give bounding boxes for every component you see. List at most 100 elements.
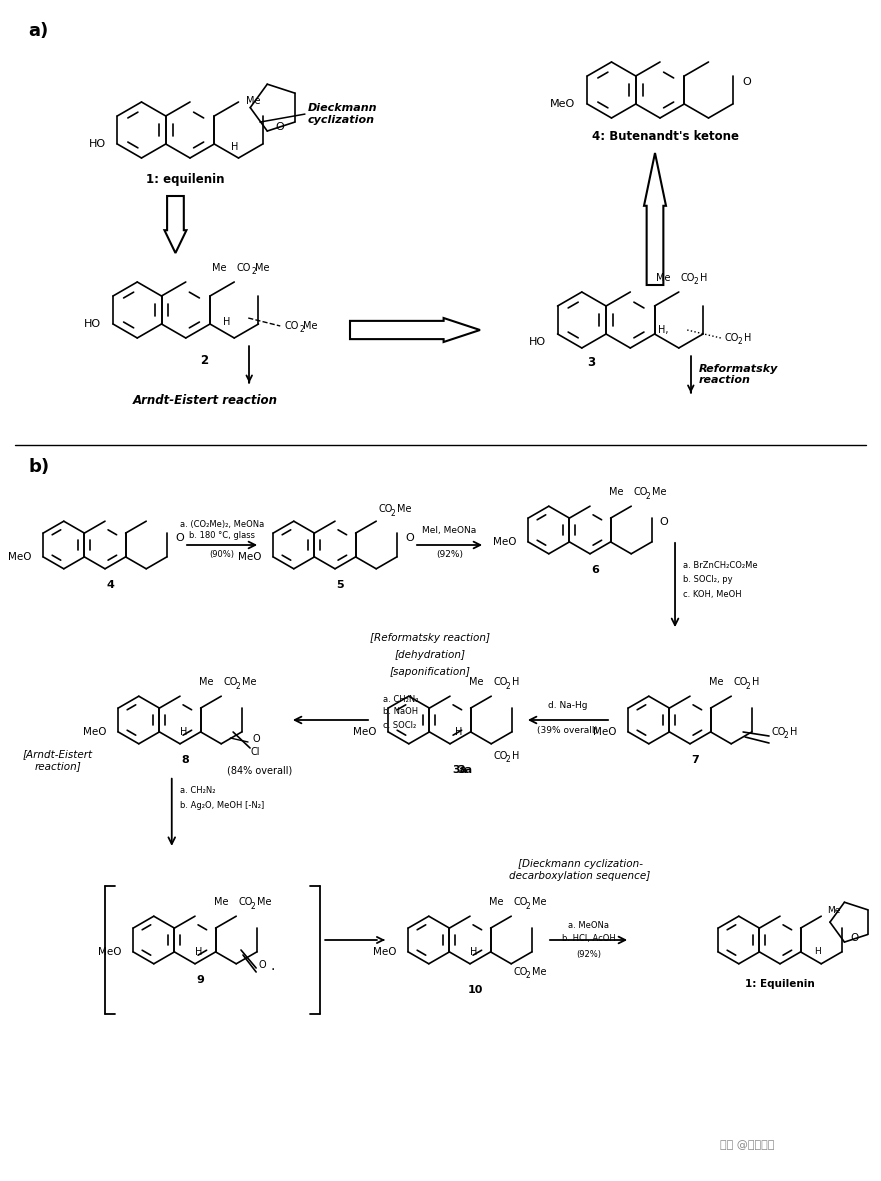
Text: CO: CO <box>725 333 739 342</box>
Text: 2: 2 <box>526 902 530 911</box>
Text: MeO: MeO <box>594 726 617 737</box>
Text: 2: 2 <box>693 278 698 287</box>
Text: CO: CO <box>514 967 528 977</box>
Text: 2: 2 <box>746 681 751 691</box>
Text: H: H <box>700 273 707 283</box>
Text: CO: CO <box>493 751 507 761</box>
Text: Me: Me <box>397 504 411 514</box>
Text: a. CH₂N₂: a. CH₂N₂ <box>180 787 215 795</box>
Text: MeO: MeO <box>353 726 377 737</box>
Text: (92%): (92%) <box>576 950 601 959</box>
Text: (84% overall): (84% overall) <box>226 765 292 776</box>
Text: CO: CO <box>733 677 748 687</box>
Text: O: O <box>405 533 414 543</box>
Text: HO: HO <box>84 319 101 329</box>
Text: MeO: MeO <box>9 552 32 562</box>
Text: Me: Me <box>242 677 256 687</box>
Text: b. HCl, AcOH: b. HCl, AcOH <box>562 933 616 942</box>
Text: b. NaOH: b. NaOH <box>383 707 418 717</box>
Text: 4: Butenandt's ketone: 4: Butenandt's ketone <box>591 130 738 143</box>
Text: 2: 2 <box>646 491 650 501</box>
Text: (39% overall): (39% overall) <box>537 725 598 735</box>
Text: [Reformatsky reaction]: [Reformatsky reaction] <box>370 633 490 642</box>
Text: Me: Me <box>532 967 547 977</box>
Text: MeO: MeO <box>551 99 575 109</box>
Text: H: H <box>223 317 230 327</box>
Text: b. SOCl₂, py: b. SOCl₂, py <box>683 575 733 585</box>
Text: 8: 8 <box>181 755 189 765</box>
Text: CO: CO <box>236 263 250 273</box>
Text: H: H <box>814 947 820 957</box>
Text: 2: 2 <box>200 353 208 366</box>
Text: Arndt-Eistert reaction: Arndt-Eistert reaction <box>132 393 278 406</box>
Text: H: H <box>231 142 238 152</box>
Text: 6: 6 <box>591 565 599 575</box>
Text: MeO: MeO <box>493 537 517 547</box>
Text: CO: CO <box>493 677 507 687</box>
Text: HO: HO <box>529 338 546 347</box>
Text: 10: 10 <box>467 985 483 994</box>
Text: b): b) <box>28 458 49 476</box>
Text: H: H <box>790 727 797 737</box>
Text: CO: CO <box>285 321 299 331</box>
Text: H: H <box>744 333 751 342</box>
Text: [saponification]: [saponification] <box>389 667 470 677</box>
Text: 2: 2 <box>391 509 396 517</box>
Text: 2: 2 <box>506 756 511 764</box>
Text: CO: CO <box>633 488 648 497</box>
Text: 4: 4 <box>106 580 114 589</box>
Text: 知乎 @醋原味红: 知乎 @醋原味红 <box>720 1140 774 1150</box>
Text: CO: CO <box>514 898 528 907</box>
Text: CO: CO <box>378 504 393 514</box>
Text: 2: 2 <box>506 681 511 691</box>
Text: Me: Me <box>609 488 623 497</box>
Text: 1: Equilenin: 1: Equilenin <box>745 979 815 988</box>
Text: ·: · <box>270 963 275 977</box>
Text: MeO: MeO <box>99 947 122 957</box>
Text: a. BrZnCH₂CO₂Me: a. BrZnCH₂CO₂Me <box>683 561 758 569</box>
Text: Me: Me <box>708 677 723 687</box>
Text: Me: Me <box>532 898 547 907</box>
Text: b. Ag₂O, MeOH [-N₂]: b. Ag₂O, MeOH [-N₂] <box>180 801 264 810</box>
Text: H: H <box>470 947 478 957</box>
Text: 2: 2 <box>737 338 742 346</box>
Text: a. CH₂N₂: a. CH₂N₂ <box>383 696 418 705</box>
Text: 2: 2 <box>526 971 530 980</box>
Text: 2: 2 <box>783 731 788 740</box>
Text: O: O <box>258 960 266 970</box>
Text: c. SOCl₂: c. SOCl₂ <box>383 720 416 730</box>
Text: Me: Me <box>257 898 271 907</box>
Text: 2: 2 <box>251 268 256 276</box>
Text: 2: 2 <box>251 902 255 911</box>
Text: Me: Me <box>199 677 213 687</box>
Text: O: O <box>175 533 184 543</box>
Text: 2: 2 <box>300 326 304 334</box>
Text: 3: 3 <box>587 355 595 368</box>
Text: Me: Me <box>489 898 503 907</box>
Text: HO: HO <box>88 139 106 149</box>
Text: Me: Me <box>827 906 840 915</box>
Text: c. KOH, MeOH: c. KOH, MeOH <box>683 590 742 600</box>
Text: [Dieckmann cyclization-
decarboxylation sequence]: [Dieckmann cyclization- decarboxylation … <box>509 860 651 881</box>
Polygon shape <box>350 318 480 342</box>
Text: Me: Me <box>214 898 228 907</box>
Text: CO: CO <box>223 677 238 687</box>
Text: a. MeONa: a. MeONa <box>568 921 609 931</box>
Text: H: H <box>512 751 520 761</box>
Text: 3a: 3a <box>453 765 468 775</box>
Text: Me: Me <box>303 321 318 331</box>
Text: Me: Me <box>469 677 483 687</box>
Text: O: O <box>275 122 284 132</box>
Text: CO: CO <box>238 898 253 907</box>
Text: MeI, MeONa: MeI, MeONa <box>422 527 477 535</box>
Text: O: O <box>252 735 260 744</box>
Text: MeO: MeO <box>374 947 397 957</box>
Text: Me: Me <box>255 263 270 273</box>
Text: CO: CO <box>771 727 785 737</box>
Text: O: O <box>743 77 751 86</box>
Text: H: H <box>752 677 759 687</box>
Text: MeO: MeO <box>239 552 262 562</box>
Text: [dehydration]: [dehydration] <box>395 650 465 660</box>
Text: O: O <box>850 933 859 944</box>
Text: (90%): (90%) <box>210 550 234 560</box>
